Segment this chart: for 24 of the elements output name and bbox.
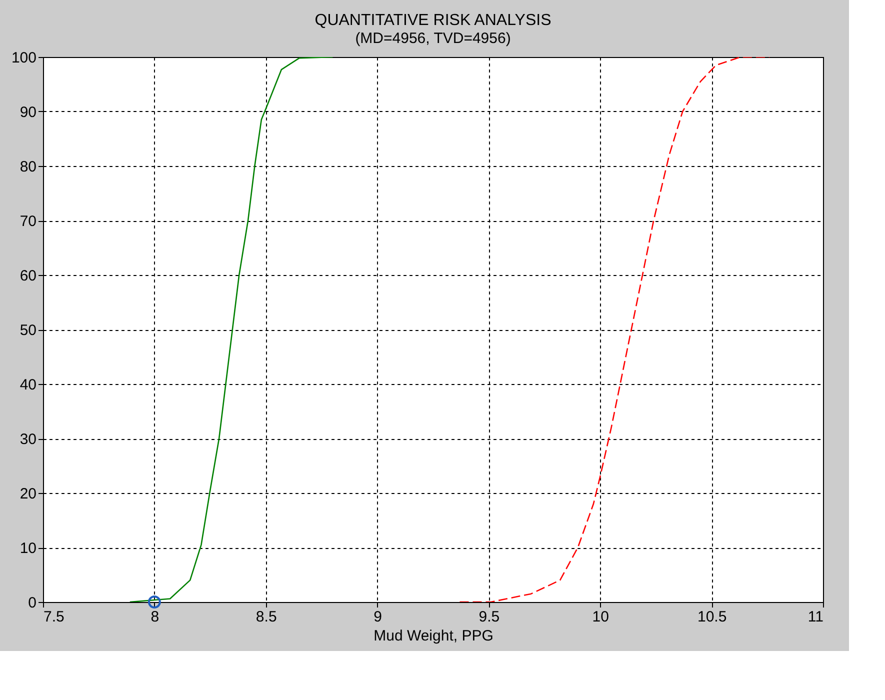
y-tick-label: 20 (20, 486, 36, 502)
x-tick-label: 10 (592, 608, 609, 626)
x-tick-label: 11 (808, 608, 824, 626)
y-tick-label: 30 (20, 431, 36, 448)
chart-subtitle: (MD=4956, TVD=4956) (355, 30, 511, 47)
y-tick-label: 10 (20, 540, 36, 557)
y-tick-label: 50 (20, 322, 36, 339)
y-tick-label: 0 (28, 594, 36, 612)
x-tick-label: 9 (374, 608, 382, 626)
x-tick-label: 8.5 (256, 608, 277, 626)
line-series (459, 57, 770, 602)
y-tick-label: 70 (20, 213, 36, 230)
x-tick-label: 10.5 (697, 608, 727, 626)
x-tick-label: 9.5 (478, 608, 500, 626)
y-tick-label: 100 (11, 50, 36, 66)
y-tick-label: 90 (20, 104, 36, 121)
line-series (129, 57, 334, 602)
x-tick-label: 8 (150, 608, 160, 626)
chart-title: QUANTITATIVE RISK ANALYSIS (314, 12, 552, 29)
y-tick-label: 60 (20, 268, 36, 284)
x-tick-label: 7.5 (44, 608, 64, 626)
y-tick-label: 40 (20, 376, 36, 394)
y-tick-label: 80 (20, 158, 36, 176)
x-axis-title: Mud Weight, PPG (374, 628, 494, 644)
